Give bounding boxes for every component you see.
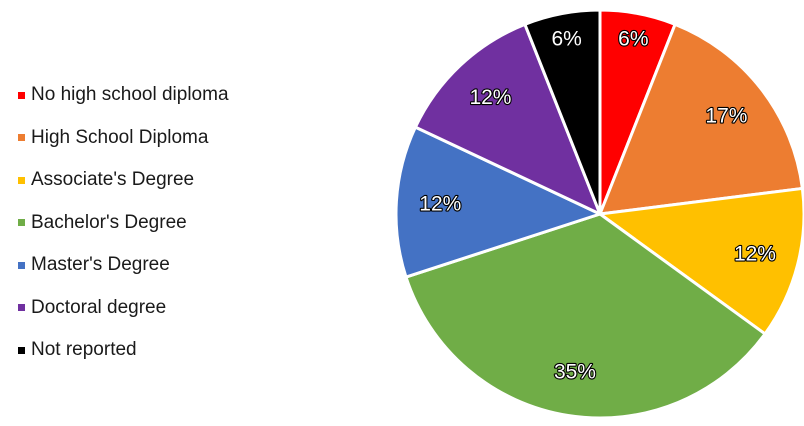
legend-label: Associate's Degree bbox=[31, 169, 195, 191]
legend-label: Doctoral degree bbox=[31, 296, 167, 318]
legend-item-5: Doctoral degree bbox=[18, 287, 229, 330]
data-label-6: 6% bbox=[551, 28, 581, 51]
pie-slice-4 bbox=[394, 125, 602, 279]
legend-swatch bbox=[18, 346, 25, 354]
pie-slice-5 bbox=[413, 22, 602, 216]
data-label-4: 12% bbox=[419, 192, 461, 215]
legend-label: No high school diploma bbox=[31, 84, 229, 106]
pie-slice-6 bbox=[523, 8, 602, 216]
legend-item-2: Associate's Degree bbox=[18, 159, 229, 202]
chart-legend: No high school diploma High School Diplom… bbox=[18, 74, 229, 372]
legend-swatch bbox=[18, 219, 25, 227]
pie-slices bbox=[394, 8, 804, 420]
data-label-5: 12% bbox=[469, 86, 511, 109]
legend-item-6: Not reported bbox=[18, 329, 229, 372]
legend-label: Bachelor's Degree bbox=[31, 211, 187, 233]
legend-swatch bbox=[18, 261, 25, 269]
legend-swatch bbox=[18, 304, 25, 312]
data-label-0: 6% bbox=[618, 28, 648, 51]
legend-item-1: High School Diploma bbox=[18, 117, 229, 160]
legend-label: Not reported bbox=[31, 339, 137, 361]
legend-label: High School Diploma bbox=[31, 126, 209, 148]
legend-label: Master's Degree bbox=[31, 254, 170, 276]
legend-swatch bbox=[18, 91, 25, 99]
pie-data-labels: 6% 17% 12% 35% 12% 12% 6% bbox=[418, 27, 777, 385]
legend-swatch bbox=[18, 176, 25, 184]
pie-slice-2 bbox=[598, 186, 804, 336]
data-label-1: 17% bbox=[705, 104, 747, 127]
data-label-2: 12% bbox=[734, 242, 776, 265]
pie-slice-3 bbox=[404, 212, 767, 420]
legend-item-4: Master's Degree bbox=[18, 244, 229, 287]
pie-slice-1 bbox=[598, 22, 804, 216]
legend-item-3: Bachelor's Degree bbox=[18, 202, 229, 245]
data-label-3: 35% bbox=[554, 361, 596, 384]
legend-item-0: No high school diploma bbox=[18, 74, 229, 117]
legend-swatch bbox=[18, 134, 25, 142]
